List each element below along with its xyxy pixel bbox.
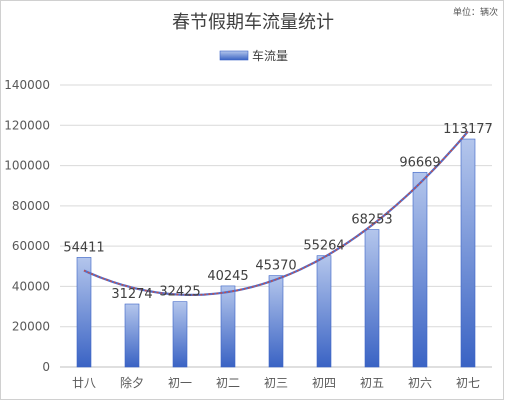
data-label: 68253 (351, 213, 392, 228)
unit-note: 单位：辆次 (453, 6, 498, 18)
bar (76, 257, 92, 368)
bar (364, 229, 380, 368)
bar (124, 303, 140, 368)
data-label: 113177 (443, 122, 493, 137)
y-tick-label: 120000 (4, 118, 50, 132)
x-tick-label: 初七 (456, 376, 480, 390)
bar (220, 285, 236, 368)
x-tick-label: 初一 (168, 376, 192, 390)
y-axis-labels: 0 20000 40000 60000 80000 100000 120000 140000 (4, 78, 50, 374)
y-tick-label: 0 (42, 360, 50, 374)
bar (412, 171, 428, 368)
data-label: 32425 (159, 285, 200, 300)
x-tick-label: 初二 (216, 376, 240, 390)
bar (460, 138, 476, 368)
bar (172, 301, 188, 368)
x-tick-label: 初六 (408, 376, 432, 390)
y-tick-label: 100000 (4, 159, 50, 173)
legend: 车流量 (219, 48, 288, 63)
trendline-dotted (83, 130, 469, 296)
data-label: 40245 (207, 269, 248, 284)
y-tick-label: 140000 (4, 78, 50, 92)
chart-title: 春节假期车流量统计 (172, 12, 334, 33)
bar (268, 275, 284, 368)
y-tick-label: 60000 (12, 239, 50, 253)
data-label: 54411 (63, 240, 104, 255)
data-label: 55264 (303, 239, 344, 254)
x-tick-label: 除夕 (120, 375, 144, 390)
bars (76, 138, 476, 368)
data-label: 45370 (255, 259, 296, 274)
y-tick-label: 40000 (12, 279, 50, 293)
data-label: 31274 (111, 287, 152, 302)
x-tick-label: 初三 (264, 376, 288, 390)
trendline (83, 130, 469, 296)
legend-label: 车流量 (252, 48, 288, 63)
data-labels: 54411 31274 32425 40245 45370 55264 68253 96669… (63, 122, 493, 302)
legend-swatch (219, 50, 249, 61)
y-tick-label: 20000 (12, 320, 50, 334)
x-axis-labels: 廿八 除夕 初一 初二 初三 初四 初五 初六 初七 (72, 375, 480, 390)
data-label: 96669 (399, 155, 440, 170)
x-tick-label: 初四 (312, 376, 336, 390)
y-tick-label: 80000 (12, 199, 50, 213)
x-tick-label: 初五 (360, 376, 384, 390)
bar (316, 255, 332, 368)
x-tick-label: 廿八 (72, 376, 96, 390)
